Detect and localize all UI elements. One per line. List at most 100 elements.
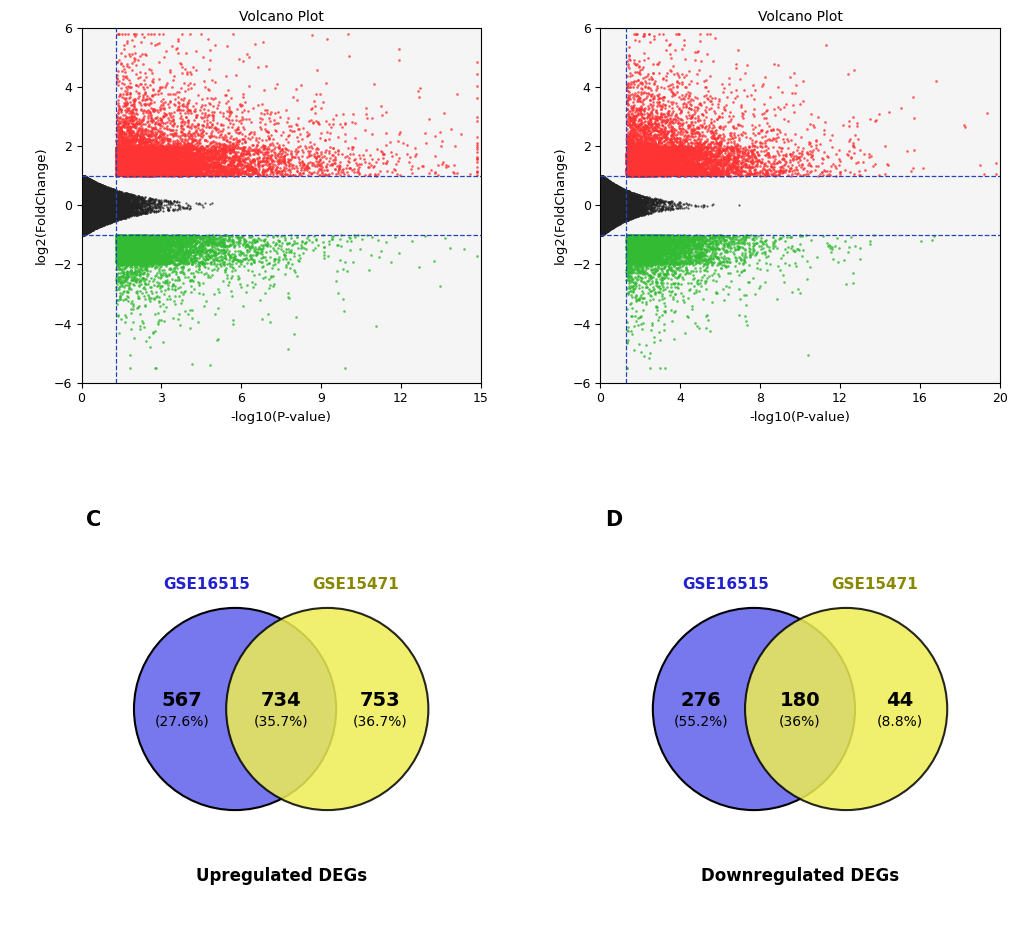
Point (650, 164, 666, 179)
Point (78, 222, 95, 237)
Point (660, 144, 677, 159)
Point (138, 229, 154, 244)
Point (599, 174, 615, 188)
Point (156, 166, 172, 181)
Point (593, 201, 609, 216)
Point (77, 196, 94, 211)
Point (251, 149, 267, 164)
Point (611, 188, 628, 203)
Point (122, 196, 139, 211)
Point (106, 208, 122, 223)
Point (111, 197, 127, 212)
Point (610, 199, 627, 214)
Point (86, 213, 102, 228)
Point (89, 213, 105, 228)
Point (601, 220, 618, 235)
Point (177, 240, 194, 255)
Point (99, 213, 115, 228)
Point (128, 230, 145, 245)
Point (602, 212, 619, 227)
Point (768, 122, 785, 137)
Point (90, 197, 106, 212)
Point (621, 238, 637, 253)
Point (86, 208, 102, 223)
Point (623, 229, 639, 244)
Point (601, 174, 618, 189)
Point (605, 213, 622, 228)
Point (223, 166, 239, 181)
Point (77, 222, 94, 237)
Point (122, 150, 139, 165)
Point (624, 168, 640, 183)
Point (114, 188, 130, 203)
Point (626, 145, 642, 160)
Point (592, 216, 608, 231)
Point (118, 145, 135, 160)
Point (659, 103, 676, 118)
Point (599, 184, 615, 199)
Point (193, 229, 209, 244)
Point (95, 211, 111, 226)
Point (108, 123, 124, 138)
Point (642, 148, 658, 163)
Point (91, 197, 107, 212)
Point (97, 192, 113, 207)
Point (136, 161, 152, 176)
Point (206, 232, 222, 247)
Point (112, 202, 128, 217)
Point (603, 185, 620, 200)
Point (601, 193, 618, 208)
Point (162, 236, 178, 251)
Point (92, 203, 108, 218)
Point (672, 167, 688, 182)
Point (122, 197, 139, 212)
Point (636, 147, 652, 162)
Point (89, 217, 105, 232)
Point (113, 157, 129, 172)
Point (635, 241, 651, 256)
Point (669, 156, 686, 171)
Point (606, 197, 623, 212)
Point (150, 150, 166, 165)
Point (113, 244, 129, 259)
Point (627, 162, 643, 177)
Point (643, 155, 659, 170)
Point (75, 222, 92, 237)
Point (667, 165, 684, 180)
Point (610, 205, 627, 220)
Point (595, 214, 611, 229)
Point (636, 252, 652, 267)
Point (598, 211, 614, 226)
Point (626, 239, 642, 254)
Point (88, 208, 104, 223)
Point (75, 211, 92, 226)
Point (656, 140, 673, 155)
Point (73, 209, 90, 224)
Point (651, 158, 667, 173)
Point (636, 250, 652, 265)
Point (652, 161, 668, 176)
Point (171, 245, 187, 260)
Point (108, 198, 124, 213)
Point (157, 140, 173, 155)
Point (712, 156, 729, 171)
Point (706, 164, 722, 179)
Point (602, 204, 619, 219)
Point (112, 167, 128, 182)
Point (667, 235, 684, 250)
Point (600, 193, 616, 208)
Point (111, 168, 127, 183)
Point (120, 154, 137, 169)
Point (75, 213, 92, 228)
Point (102, 211, 118, 226)
Point (141, 202, 157, 216)
Point (114, 150, 130, 165)
Point (677, 146, 693, 161)
Point (201, 162, 217, 177)
Point (81, 181, 97, 196)
Point (597, 174, 613, 189)
Point (74, 178, 91, 193)
Point (114, 156, 130, 171)
Point (88, 192, 104, 207)
Point (212, 146, 228, 160)
